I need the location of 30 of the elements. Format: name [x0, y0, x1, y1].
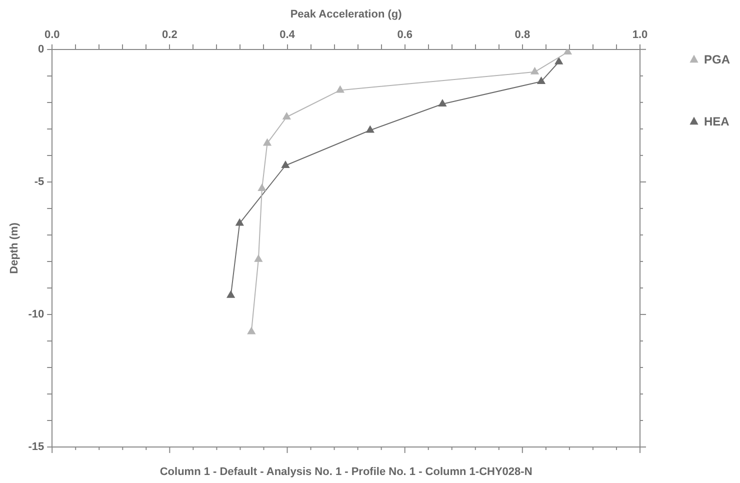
y-tick-label: -10 — [28, 308, 44, 320]
x-axis-title: Peak Acceleration (g) — [290, 8, 402, 21]
point — [258, 184, 266, 192]
x-tick-label: 0.8 — [514, 28, 530, 41]
point — [530, 67, 539, 74]
x-tick-label: 1.0 — [632, 28, 648, 41]
point — [247, 327, 256, 334]
legend-label: HEA — [704, 114, 730, 128]
point — [254, 254, 262, 262]
y-tick-label: -15 — [28, 441, 44, 454]
point — [438, 100, 446, 107]
x-tick-label: 0.4 — [280, 28, 296, 41]
point — [226, 290, 235, 298]
x-tick-label: 0.0 — [44, 28, 60, 41]
point — [554, 57, 563, 64]
point — [236, 218, 244, 226]
point — [366, 126, 374, 133]
y-tick-label: -5 — [34, 176, 44, 188]
text: Column 1 - Default - Analysis No. 1 - Profile No. 1 - Column 1-CHY028-N — [160, 466, 532, 478]
point — [336, 86, 344, 93]
x-tick-label: 0.2 — [162, 28, 178, 41]
point — [282, 112, 291, 120]
point — [564, 49, 572, 55]
point — [263, 138, 272, 146]
y-tick-label: 0 — [38, 43, 44, 56]
point — [537, 76, 546, 84]
legend-label: PGA — [704, 52, 730, 66]
point — [282, 161, 290, 168]
y-axis-title: Depth (m) — [8, 222, 21, 274]
x-tick-label: 0.6 — [397, 28, 412, 41]
